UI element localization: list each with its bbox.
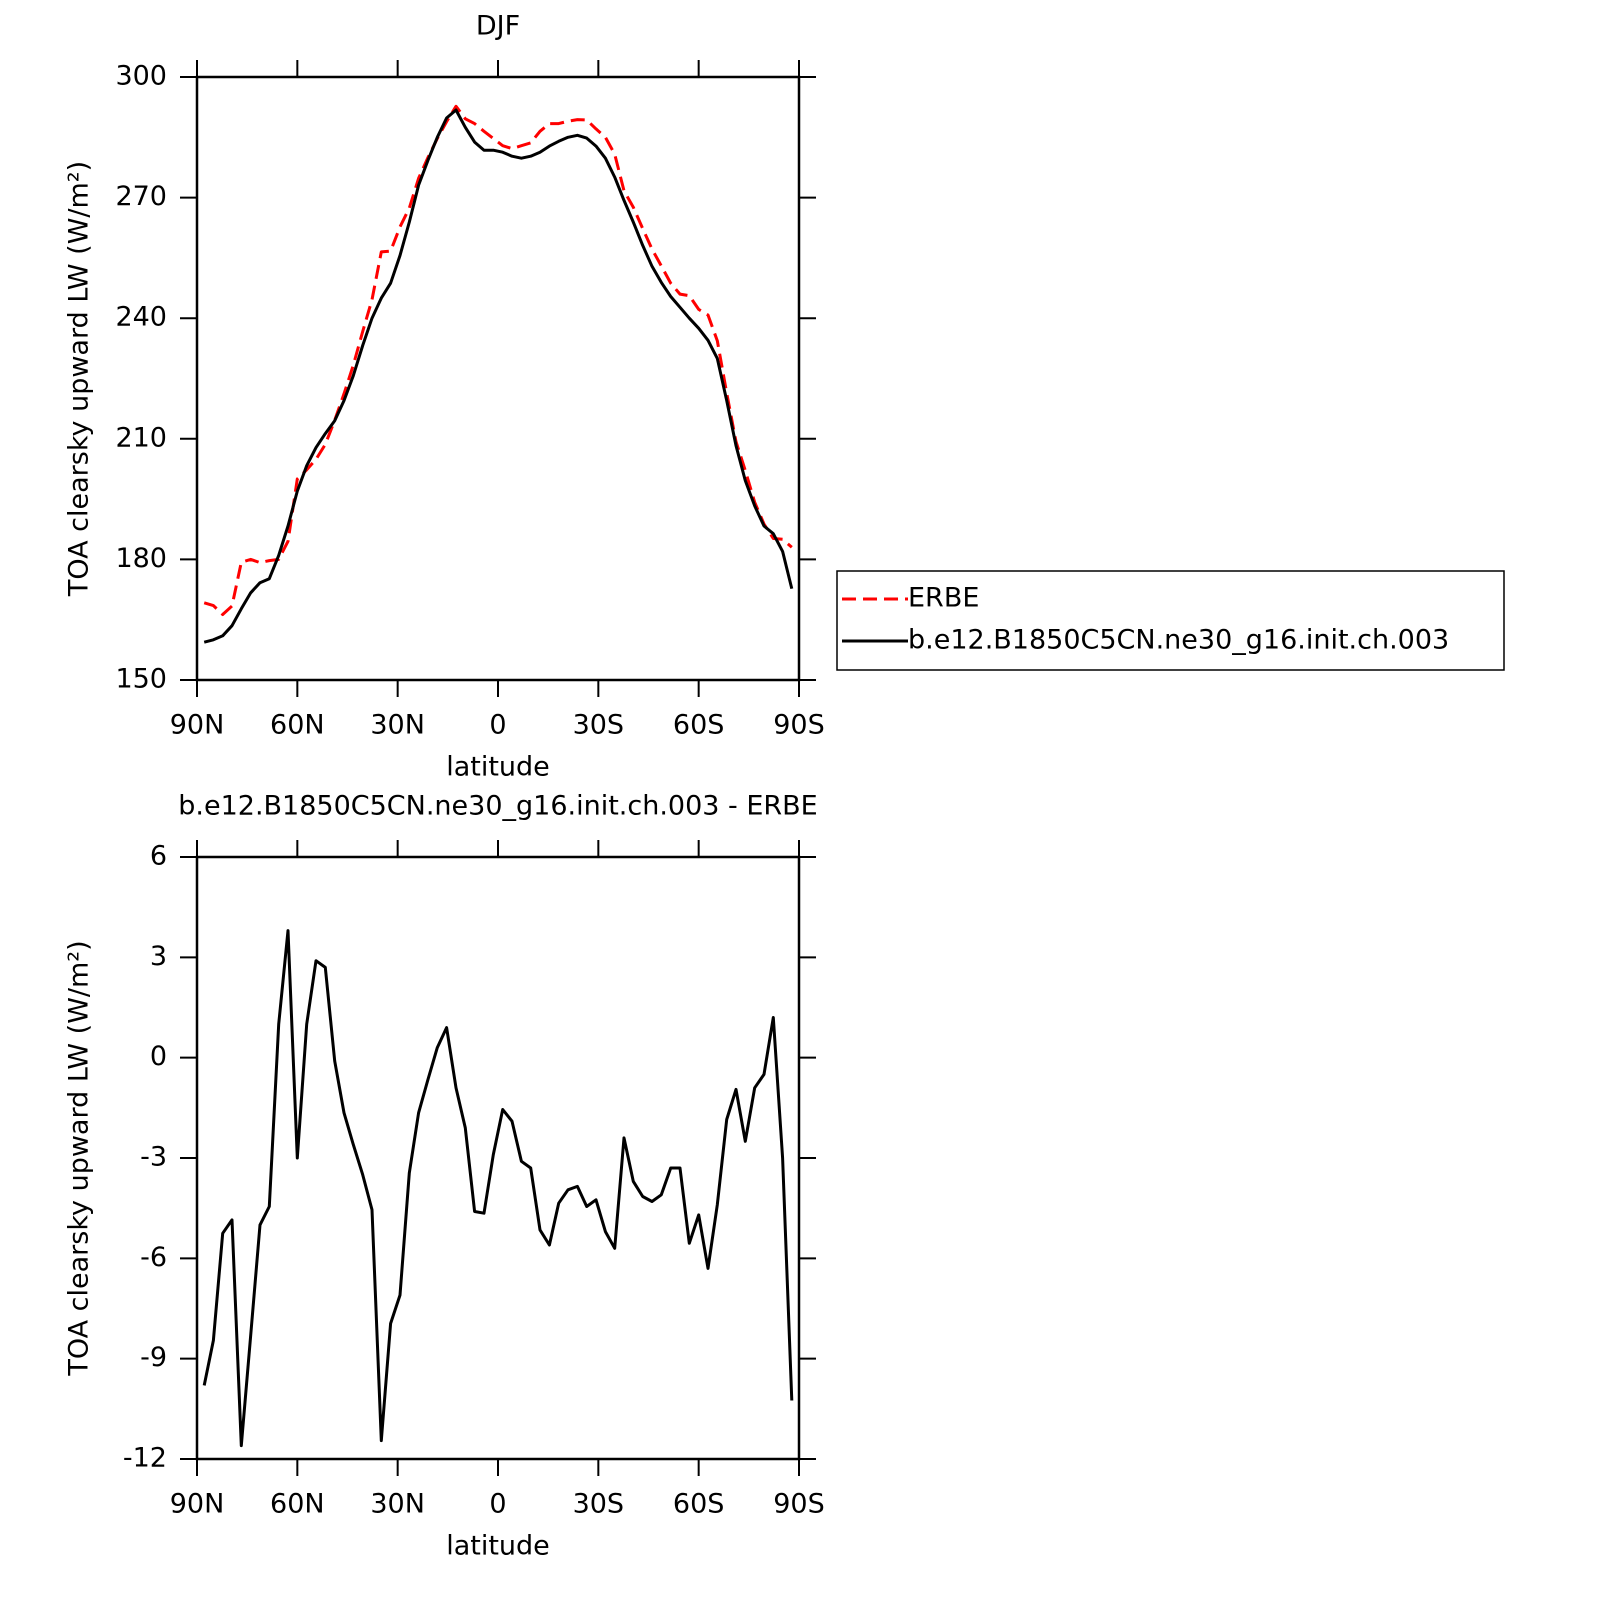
x-tick-label: 90N [170,1489,225,1520]
data-line [202,929,794,1448]
x-tick-label: 30S [573,710,625,741]
y-axis-label: TOA clearsky upward LW (W/m²) [64,940,95,1376]
x-tick-label: 0 [489,1489,506,1520]
plot-frame [195,855,801,1461]
x-axis-label: latitude [446,1531,550,1562]
y-tick-label: 150 [115,664,167,695]
y-tick-label: 180 [115,543,167,574]
y-tick-label: 240 [115,302,167,333]
x-tick-label: 60S [673,1489,725,1520]
y-tick-label: 3 [150,941,167,972]
x-tick-label: 30N [370,1489,425,1520]
y-tick-label: -9 [140,1342,167,1373]
y-axis-label: TOA clearsky upward LW (W/m²) [64,161,95,597]
x-tick-label: 90N [170,710,225,741]
x-tick-label: 60N [270,710,325,741]
legend-box [836,570,1505,671]
x-tick-label: 0 [489,710,506,741]
data-line [203,104,793,616]
legend-label: ERBE [908,583,979,614]
x-tick-label: 30S [573,1489,625,1520]
y-tick-label: 270 [115,181,167,212]
data-line [203,108,794,644]
plot-frame [195,75,801,682]
chart-title: DJF [476,11,520,42]
x-tick-label: 90S [773,1489,825,1520]
legend-label: b.e12.B1850C5CN.ne30_g16.init.ch.003 [908,625,1449,656]
y-tick-label: 6 [150,841,167,872]
x-tick-label: 90S [773,710,825,741]
y-tick-label: 300 [115,61,167,92]
y-tick-label: -12 [123,1443,167,1474]
y-tick-label: -3 [140,1142,167,1173]
y-tick-label: 210 [115,422,167,453]
chart-title: b.e12.B1850C5CN.ne30_g16.init.ch.003 - E… [178,791,818,822]
x-axis-label: latitude [446,752,550,783]
y-tick-label: 0 [150,1041,167,1072]
y-tick-label: -6 [140,1242,167,1273]
x-tick-label: 60S [673,710,725,741]
x-tick-label: 60N [270,1489,325,1520]
x-tick-label: 30N [370,710,425,741]
